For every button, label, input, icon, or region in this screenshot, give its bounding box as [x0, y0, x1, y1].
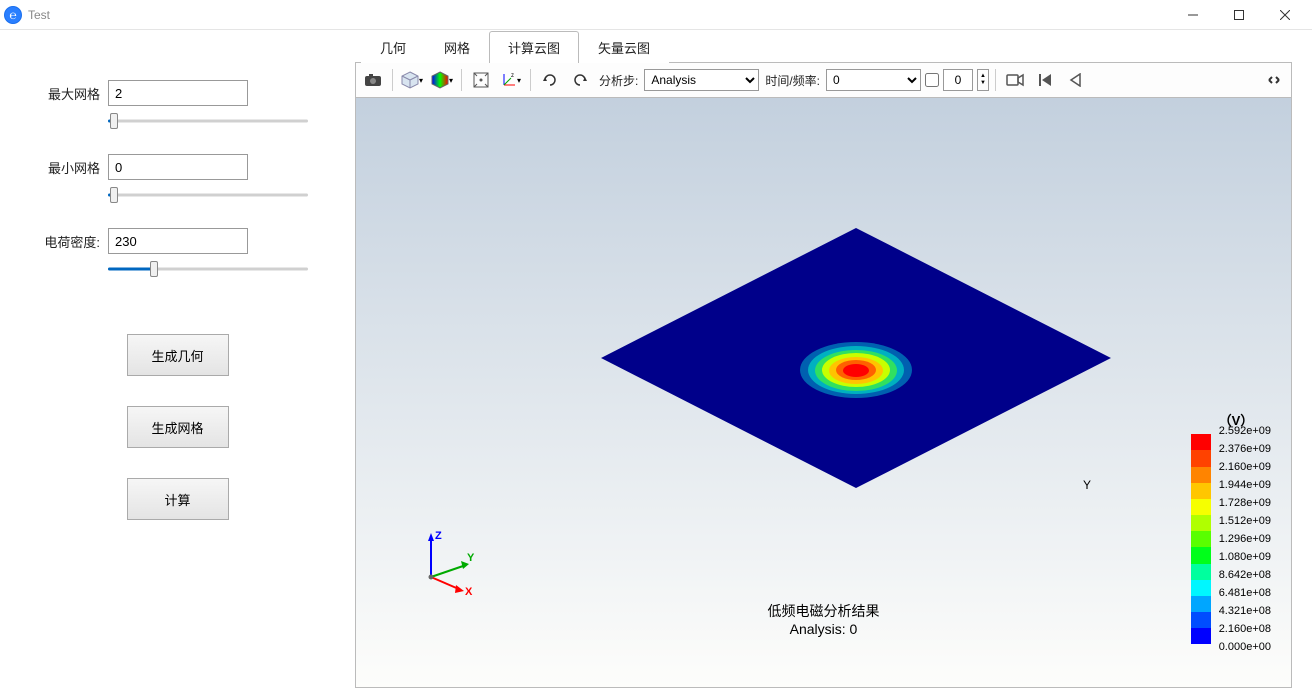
titlebar: ℮ Test — [0, 0, 1312, 30]
time-freq-select[interactable]: 0 — [826, 69, 921, 91]
charge-density-label: 电荷密度: — [30, 232, 100, 251]
record-icon[interactable] — [1002, 67, 1028, 93]
analysis-step-select[interactable]: Analysis — [644, 69, 759, 91]
viewer: 几何网格计算云图矢量云图 ▾ ▾ z▾ 分析步: Analysis 时间/频率:… — [355, 30, 1312, 688]
min-mesh-field: 最小网格 — [30, 154, 325, 180]
frame-spinner[interactable] — [943, 69, 973, 91]
color-legend: 2.592e+092.376e+092.160e+091.944e+091.72… — [1191, 434, 1271, 653]
min-mesh-label: 最小网格 — [30, 158, 100, 177]
min-mesh-input[interactable] — [108, 154, 248, 180]
min-mesh-slider[interactable] — [108, 186, 308, 204]
calculate-button[interactable]: 计算 — [127, 478, 229, 520]
axis-triad: Z Y X — [411, 527, 481, 597]
viewport-canvas[interactable]: Y Z Y X 低频电磁分析结果 Analysis: 0 （V） 2.592e+… — [355, 98, 1292, 688]
max-mesh-slider[interactable] — [108, 112, 308, 130]
tab-3[interactable]: 矢量云图 — [579, 31, 669, 63]
view-tabs: 几何网格计算云图矢量云图 — [355, 30, 1292, 62]
minimize-button[interactable] — [1170, 0, 1216, 30]
analysis-step-label: 分析步: — [597, 72, 640, 89]
max-mesh-input[interactable] — [108, 80, 248, 106]
y-axis-label: Y — [1083, 478, 1091, 492]
generate-mesh-button[interactable]: 生成网格 — [127, 406, 229, 448]
svg-text:X: X — [465, 586, 473, 597]
tab-2[interactable]: 计算云图 — [489, 31, 579, 63]
skip-start-icon[interactable] — [1032, 67, 1058, 93]
action-buttons: 生成几何 生成网格 计算 — [30, 334, 325, 520]
time-freq-label: 时间/频率: — [763, 72, 822, 89]
rotate-ccw-icon[interactable] — [537, 67, 563, 93]
svg-text:z: z — [511, 73, 514, 79]
window-title: Test — [28, 8, 1170, 22]
charge-density-field: 电荷密度: — [30, 228, 325, 254]
svg-text:Z: Z — [435, 530, 442, 542]
spinner-arrows[interactable]: ▲▼ — [977, 69, 989, 91]
rotate-cw-icon[interactable] — [567, 67, 593, 93]
generate-geometry-button[interactable]: 生成几何 — [127, 334, 229, 376]
expand-icon[interactable] — [1261, 67, 1287, 93]
main-area: 最大网格 最小网格 电荷密度: 生成几何 生成网格 — [0, 30, 1312, 688]
step-back-icon[interactable] — [1062, 67, 1088, 93]
app-icon: ℮ — [4, 6, 22, 24]
loop-checkbox[interactable] — [925, 73, 939, 87]
viewer-toolbar: ▾ ▾ z▾ 分析步: Analysis 时间/频率: 0 ▲▼ — [355, 62, 1292, 98]
contour-icon[interactable]: ▾ — [429, 67, 455, 93]
fit-view-icon[interactable] — [468, 67, 494, 93]
max-mesh-label: 最大网格 — [30, 84, 100, 103]
tab-1[interactable]: 网格 — [425, 31, 489, 63]
tab-0[interactable]: 几何 — [361, 31, 425, 63]
charge-density-slider[interactable] — [108, 260, 308, 278]
svg-text:Y: Y — [467, 552, 475, 564]
sidebar: 最大网格 最小网格 电荷密度: 生成几何 生成网格 — [0, 30, 355, 688]
camera-icon[interactable] — [360, 67, 386, 93]
close-button[interactable] — [1262, 0, 1308, 30]
cube-view-icon[interactable]: ▾ — [399, 67, 425, 93]
charge-density-input[interactable] — [108, 228, 248, 254]
result-caption: 低频电磁分析结果 Analysis: 0 — [768, 601, 880, 637]
maximize-button[interactable] — [1216, 0, 1262, 30]
max-mesh-field: 最大网格 — [30, 80, 325, 106]
axes-icon[interactable]: z▾ — [498, 67, 524, 93]
